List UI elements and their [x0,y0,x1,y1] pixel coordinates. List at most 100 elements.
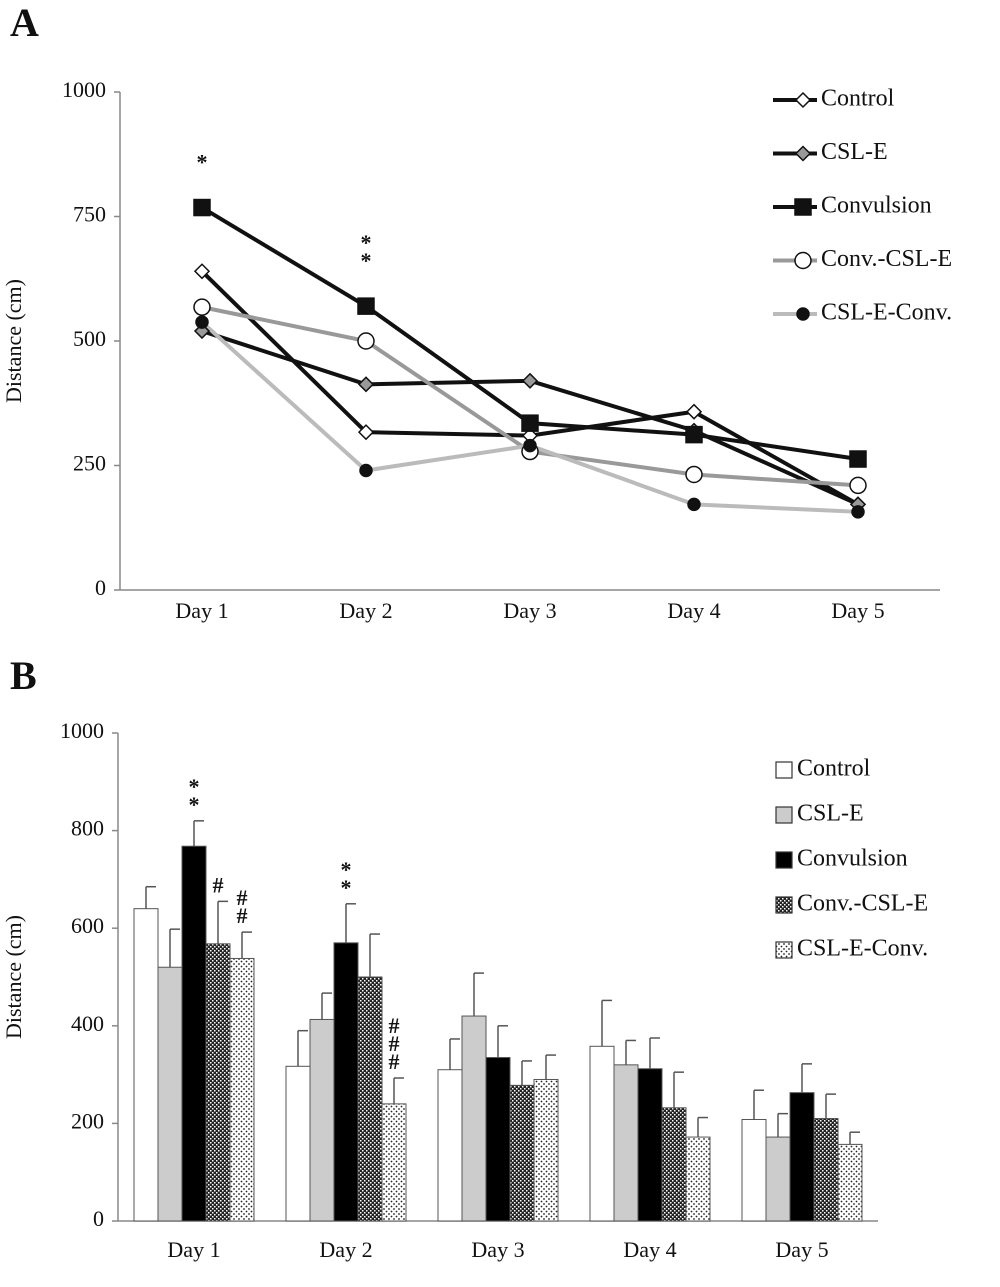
marker [195,315,209,329]
annotation: * [189,774,200,799]
annotation: # [389,1013,400,1038]
legend-marker [796,307,810,321]
y-tick-label: 1000 [60,718,104,743]
x-tick-label: Day 1 [167,1237,220,1262]
marker [521,372,539,389]
bar [285,1065,311,1222]
annotation: * [361,230,372,255]
legend-swatch [775,896,793,914]
x-tick-label: Day 3 [503,598,556,623]
bar [813,1118,839,1222]
bar [765,1136,791,1222]
marker [193,263,211,280]
marker [849,476,867,495]
x-tick-label: Day 5 [775,1237,828,1262]
y-tick-label: 400 [71,1011,104,1036]
y-axis-label: Distance (cm) [1,279,26,403]
annotation: # [237,903,248,928]
x-tick-label: Day 4 [667,598,720,623]
bar [485,1057,511,1222]
annotation: # [237,885,248,910]
x-tick-label: Day 2 [339,598,392,623]
bar [509,1084,535,1222]
y-tick-label: 200 [71,1108,104,1133]
panel-label: A [10,0,39,45]
bar [461,1015,487,1222]
legend-label: Conv.-CSL-E [797,891,928,917]
bar [205,943,231,1222]
marker [687,497,701,512]
bar [589,1045,615,1222]
marker [357,424,375,441]
legend-marker [794,251,812,270]
bar [229,957,255,1222]
y-tick-label: 500 [73,326,106,351]
bar [333,942,359,1222]
legend-swatch [775,941,793,959]
marker [685,403,703,420]
legend-swatch [775,851,793,869]
legend-label: CSL-E-Conv. [797,936,928,962]
legend-marker [794,145,812,162]
legend-label: Convulsion [821,193,932,219]
marker [685,465,703,484]
annotation: # [389,1031,400,1056]
bar [789,1092,815,1222]
bar [357,976,383,1222]
legend-label: Convulsion [797,846,908,872]
legend-label: CSL-E [821,139,888,165]
annotation: * [197,150,208,175]
bar [181,845,207,1222]
marker [685,425,703,444]
marker [193,298,211,316]
annotation: # [389,1049,400,1074]
annotation: * [341,875,352,900]
bar [381,1103,407,1222]
legend-label: CSL-E-Conv. [821,300,952,326]
x-tick-label: Day 2 [319,1237,372,1262]
legend-label: Control [797,756,871,782]
marker [521,414,539,432]
bar [741,1118,767,1222]
annotation: * [341,857,352,882]
y-tick-label: 1000 [62,77,106,102]
legend-swatch [775,806,793,824]
legend-swatch [775,761,793,779]
y-tick-label: 750 [73,202,106,227]
bar [133,908,159,1222]
x-tick-label: Day 5 [831,598,884,623]
bar [685,1136,711,1222]
y-tick-label: 600 [71,913,104,938]
marker [359,463,373,478]
panel-label: B [10,653,37,698]
bar [661,1107,687,1222]
marker [357,297,375,315]
annotation: # [213,872,224,897]
legend-marker [794,91,812,109]
x-tick-label: Day 1 [175,598,228,623]
marker [851,505,865,519]
legend-label: Control [821,86,895,112]
x-tick-label: Day 4 [623,1237,676,1262]
y-axis-label: Distance (cm) [1,915,26,1039]
annotation: * [361,248,372,273]
y-tick-label: 250 [73,451,106,476]
y-tick-label: 0 [93,1206,104,1231]
marker [357,376,375,393]
bar [533,1078,559,1222]
bar [157,966,183,1222]
bar [613,1064,639,1222]
marker [193,198,211,217]
annotation: * [189,792,200,817]
bar [437,1069,463,1222]
x-tick-label: Day 3 [471,1237,524,1262]
bar [837,1143,863,1222]
y-tick-label: 800 [71,816,104,841]
y-tick-label: 0 [95,575,106,600]
marker [357,332,375,350]
marker [523,438,537,453]
legend-marker [794,198,812,216]
legend-label: CSL-E [797,801,864,827]
